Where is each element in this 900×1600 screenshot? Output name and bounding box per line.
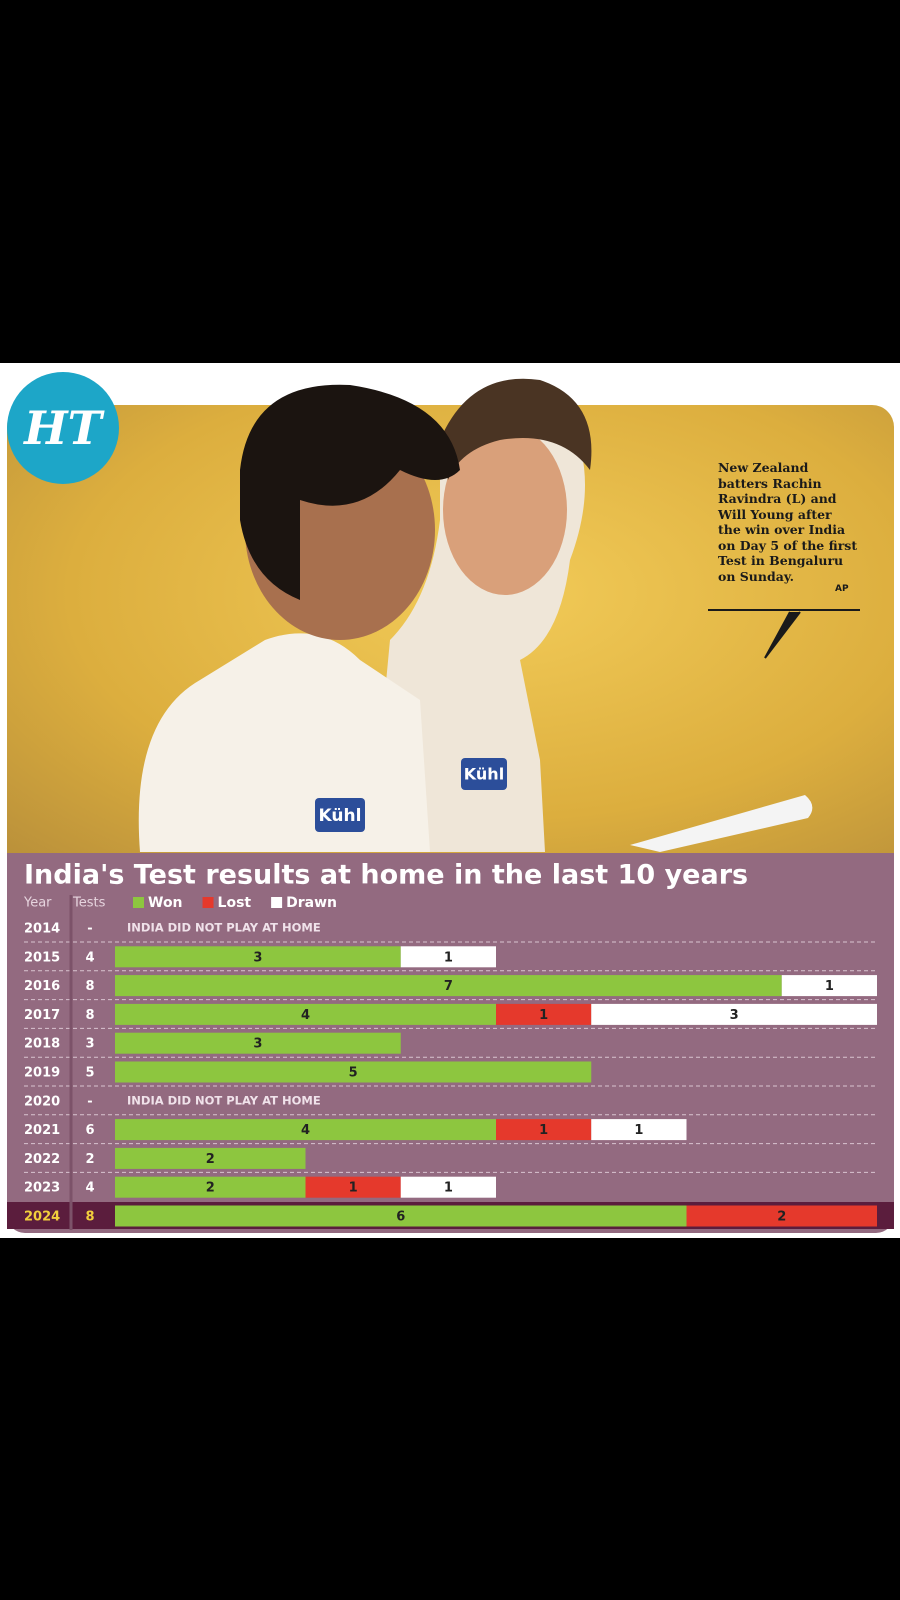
chart-panel-top [7,853,894,883]
data-label: 6 [396,1210,405,1225]
year-label: 2024 [24,1210,60,1225]
photo-credit: AP [835,584,849,594]
data-label: 3 [253,950,262,965]
data-label: 4 [301,1123,310,1138]
row-note: INDIA DID NOT PLAY AT HOME [127,1093,321,1107]
data-label: 4 [301,1008,310,1023]
bar-segment [305,1176,401,1198]
tests-count: 8 [85,1008,94,1023]
year-label: 2022 [24,1152,60,1167]
legend-label: Won [148,895,183,911]
legend-swatch [271,897,283,908]
tests-count: - [87,922,92,937]
bar-segment [591,1119,687,1141]
bar-segment [400,1176,496,1198]
bar-segment [115,975,782,997]
column-header: Year [23,896,52,911]
tests-count: 4 [85,1181,94,1196]
tests-count: 5 [85,1066,94,1081]
data-label: 1 [539,1008,548,1023]
data-label: 7 [444,979,453,994]
data-label: 3 [253,1037,262,1052]
year-label: 2015 [24,950,60,965]
year-label: 2020 [24,1094,60,1109]
tests-count: 8 [85,979,94,994]
data-label: 2 [777,1210,786,1225]
tests-count: 2 [85,1152,94,1167]
year-label: 2021 [24,1123,60,1138]
year-label: 2016 [24,979,60,994]
jersey-logo: Kühl [319,806,362,826]
bar-segment [591,1003,877,1025]
bar-segment [115,1119,496,1141]
chart-title: India's Test results at home in the last… [24,860,748,891]
data-label: 1 [444,1181,453,1196]
bar-segment [115,1147,306,1169]
data-label: 1 [634,1123,643,1138]
legend-label: Drawn [286,895,337,911]
data-label: 1 [444,950,453,965]
logo-badge [7,372,119,484]
column-header: Tests [72,896,106,911]
logo: HT [22,401,105,455]
data-label: 2 [206,1152,215,1167]
data-label: 1 [349,1181,358,1196]
year-label: 2014 [24,922,60,937]
tests-count: 8 [85,1210,94,1225]
legend-swatch [202,897,214,908]
row-note: INDIA DID NOT PLAY AT HOME [127,921,321,935]
bar-segment [496,1003,592,1025]
bar-segment [115,946,401,968]
tests-count: 6 [85,1123,94,1138]
year-label: 2023 [24,1181,60,1196]
photo-caption: New Zealand batters Rachin Ravindra (L) … [718,460,858,584]
tests-count: 3 [85,1037,94,1052]
caption-pointer [708,609,860,659]
year-label: 2017 [24,1008,60,1023]
bar-segment [400,946,496,968]
data-label: 3 [730,1008,739,1023]
bar-segment [115,1205,687,1227]
bar-segment [496,1119,592,1141]
legend-label: Lost [218,895,252,911]
tests-count: - [87,1094,92,1109]
legend-swatch [133,897,144,908]
photo-figures: Kühl Kühl [138,378,813,852]
year-label: 2018 [24,1037,60,1052]
bar-segment [686,1205,877,1227]
data-label: 5 [349,1066,358,1081]
bar-segment [115,1003,496,1025]
tests-count: 4 [85,950,94,965]
data-label: 1 [539,1123,548,1138]
year-label: 2019 [24,1066,60,1081]
data-label: 2 [206,1181,215,1196]
data-label: 1 [825,979,834,994]
bar-segment [781,975,877,997]
bar-segment [115,1061,592,1083]
bar-segment [115,1032,401,1054]
bar-segment [115,1176,306,1198]
jersey-logo: Kühl [464,765,504,784]
